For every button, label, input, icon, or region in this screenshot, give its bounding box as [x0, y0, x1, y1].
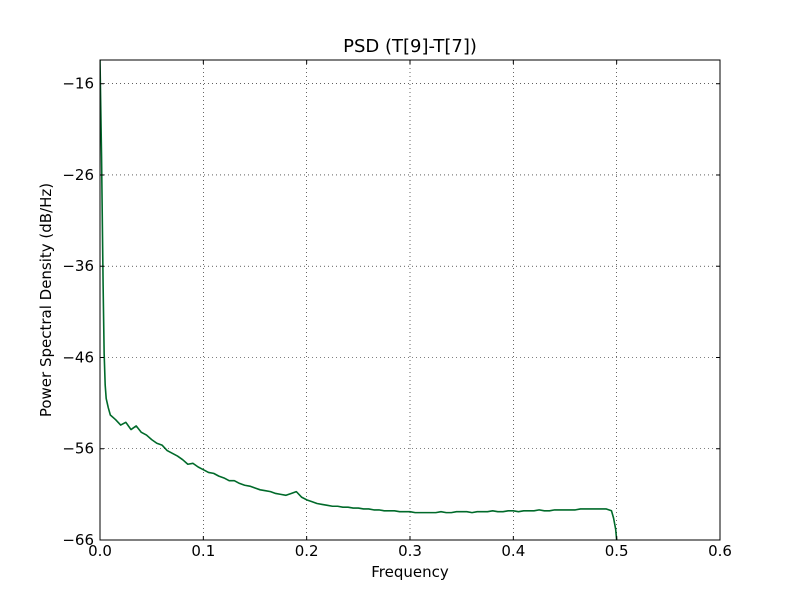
x-tick-label: 0.6	[708, 542, 732, 560]
y-tick-label: −46	[62, 348, 94, 366]
y-tick-label: −36	[62, 257, 94, 275]
chart-title: PSD (T[9]-T[7])	[343, 36, 477, 57]
grid-lines	[100, 60, 720, 540]
axis-ticks	[99, 60, 721, 541]
y-tick-label: −56	[62, 440, 94, 458]
x-tick-label: 0.1	[191, 542, 215, 560]
x-tick-labels: 0.0 0.1 0.2 0.3 0.4 0.5 0.6	[88, 542, 732, 560]
y-tick-label: −26	[62, 166, 94, 184]
x-tick-label: 0.2	[295, 542, 319, 560]
x-tick-label: 0.0	[88, 542, 112, 560]
x-tick-label: 0.4	[501, 542, 525, 560]
y-tick-labels: −16 −26 −36 −46 −56 −66	[62, 75, 94, 549]
x-tick-label: 0.5	[605, 542, 629, 560]
y-tick-label: −16	[62, 75, 94, 93]
series-layer	[100, 60, 618, 540]
x-tick-label: 0.3	[398, 542, 422, 560]
x-axis-label: Frequency	[371, 563, 449, 581]
y-tick-label: −66	[62, 531, 94, 549]
y-axis-label: Power Spectral Density (dB/Hz)	[37, 183, 55, 417]
psd-series-line	[100, 60, 618, 540]
